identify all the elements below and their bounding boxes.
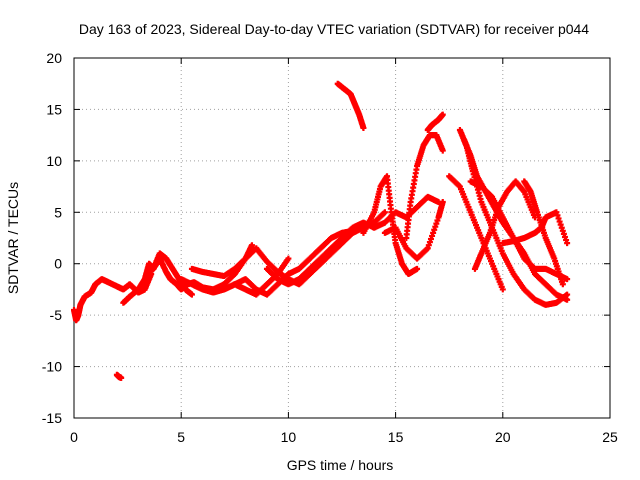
- data-point: [564, 240, 571, 247]
- data-point: [360, 124, 367, 131]
- data-point: [564, 276, 571, 283]
- data-point: [414, 265, 421, 272]
- series-arc-p: [471, 178, 538, 272]
- chart-title: Day 163 of 2023, Sidereal Day-to-day VTE…: [79, 21, 589, 37]
- y-axis-label: SDTVAR / TECUs: [5, 182, 21, 294]
- data-point: [559, 281, 566, 288]
- x-tick-labels: 0 5 10 15 20 25: [70, 429, 618, 445]
- x-tick-label: 20: [495, 429, 511, 445]
- data-point: [381, 209, 388, 216]
- y-tick-label: -10: [42, 359, 62, 375]
- data-point: [188, 291, 195, 298]
- y-tick-label: 15: [46, 101, 62, 117]
- y-tick-label: -15: [42, 410, 62, 426]
- y-tick-label: 20: [46, 50, 62, 66]
- x-tick-label: 10: [281, 429, 297, 445]
- data-point: [439, 199, 446, 205]
- x-axis-label: GPS time / hours: [287, 457, 394, 473]
- plot-frame: [73, 57, 611, 419]
- series-arc-q: [499, 209, 571, 247]
- series-arc-j: [403, 132, 446, 241]
- x-tick-label: 0: [70, 429, 78, 445]
- series-arc-f: [263, 193, 442, 288]
- y-tick-label: 10: [46, 153, 62, 169]
- x-tick-label: 15: [388, 429, 404, 445]
- series-arc-r: [521, 178, 566, 288]
- data-point: [499, 286, 506, 293]
- data-point: [439, 147, 446, 154]
- grid-lines: [74, 58, 610, 418]
- x-tick-label: 5: [177, 429, 185, 445]
- x-tick-label: 25: [602, 429, 618, 445]
- series-early-arc: [71, 271, 155, 324]
- y-tick-label: 0: [54, 256, 62, 272]
- series-outlier: [113, 371, 125, 381]
- series-arc-l: [446, 173, 506, 293]
- data-point: [439, 111, 446, 118]
- axis-ticks: [73, 57, 611, 419]
- y-tick-label: 5: [54, 204, 62, 220]
- data-point: [564, 296, 571, 303]
- series-arc-k: [424, 111, 446, 133]
- series-arc-g: [334, 80, 367, 131]
- series-arc-h: [360, 173, 421, 277]
- data-point: [118, 374, 125, 381]
- data-point: [285, 255, 292, 262]
- data-point: [248, 242, 255, 249]
- series-arc-i: [381, 199, 446, 262]
- y-tick-label: -5: [50, 307, 63, 323]
- data-points: [71, 80, 571, 381]
- y-tick-labels: -15 -10 -5 0 5 10 15 20: [42, 50, 62, 426]
